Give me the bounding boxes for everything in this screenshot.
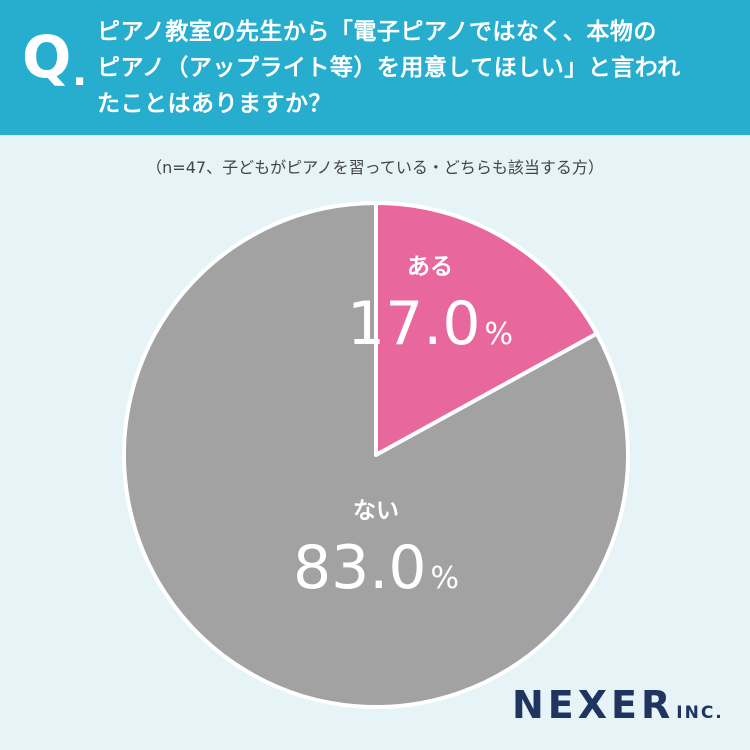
slice-label-no: ない bbox=[353, 498, 399, 524]
brand-name: NEXER bbox=[512, 683, 675, 727]
q-dot: . bbox=[72, 49, 88, 95]
pie-slice-no bbox=[122, 201, 630, 709]
brand-logo: NEXER INC. bbox=[512, 686, 724, 724]
question-banner: Q . ピアノ教室の先生から「電子ピアノではなく、本物の ピアノ（アップライト等… bbox=[0, 0, 750, 135]
question-line-2: ピアノ（アップライト等）を用意してほしい」と言われ bbox=[97, 55, 681, 81]
slice-value-no: 83.0% bbox=[293, 533, 459, 603]
question-line-3: たことはありますか？ bbox=[97, 91, 332, 117]
slice-value-yes: 17.0% bbox=[347, 289, 513, 359]
q-mark: Q bbox=[22, 23, 72, 91]
pie-slice-yes bbox=[374, 201, 599, 457]
brand-suffix: INC. bbox=[676, 703, 724, 723]
question-line-1: ピアノ教室の先生から「電子ピアノではなく、本物の bbox=[97, 19, 657, 45]
sample-note: （n=47、子どもがピアノを習っている・どちらも該当する方） bbox=[146, 158, 604, 177]
slice-label-yes: ある bbox=[407, 254, 453, 280]
question-text: ピアノ教室の先生から「電子ピアノではなく、本物の ピアノ（アップライト等）を用意… bbox=[97, 14, 737, 122]
